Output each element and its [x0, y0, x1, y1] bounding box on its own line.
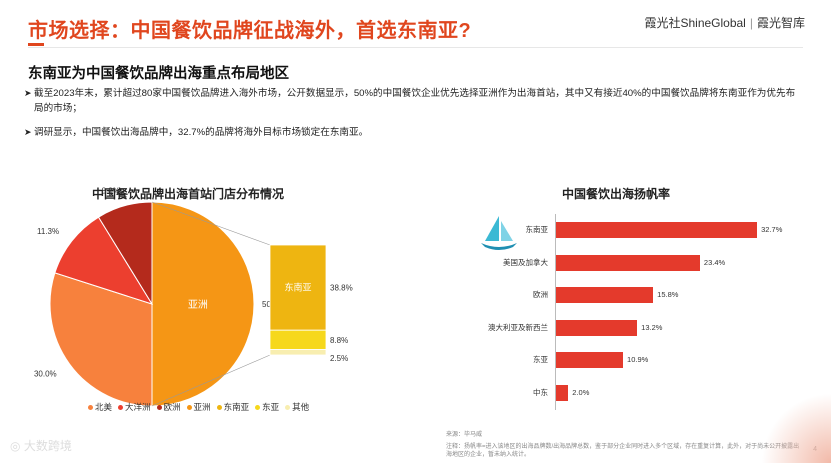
- legend-label: 东亚: [262, 402, 280, 412]
- pie-value-label: 30.0%: [34, 370, 57, 379]
- breakdown-connector: [151, 354, 271, 407]
- legend-item: 东亚: [255, 402, 279, 412]
- footnote: 注释：扬帆率=进入该地区的出海品牌数/出海品牌总数，鉴于部分企业同时进入多个区域…: [446, 444, 800, 458]
- bar-value-label: 10.9%: [627, 355, 649, 364]
- brand-name: 霞光社ShineGlobal: [644, 16, 746, 30]
- pie-slice-北美: [49, 272, 153, 407]
- bar: [556, 287, 654, 303]
- bar-category-label: 中东: [533, 387, 548, 397]
- legend-item: 欧洲: [156, 402, 181, 412]
- watermark: ◎ 大数跨境: [10, 439, 72, 453]
- title-accent-bar: [28, 43, 44, 46]
- bar-category-label: 美国及加拿大: [503, 257, 548, 267]
- legend-swatch: [255, 405, 261, 411]
- legend-swatch: [156, 405, 162, 411]
- bar: [556, 254, 700, 271]
- legend-swatch: [118, 405, 124, 411]
- bar-value-label: 13.2%: [641, 322, 663, 332]
- corner-decoration: [761, 393, 831, 463]
- bar: [556, 222, 758, 238]
- breakdown-value-label: 8.8%: [330, 336, 348, 345]
- legend-swatch: [88, 405, 93, 411]
- watermark-logo-icon: ◎: [10, 439, 24, 453]
- brand-separator: |: [749, 16, 753, 30]
- bar-value-label: 32.7%: [761, 225, 783, 234]
- bar-value-label: 2.0%: [572, 387, 590, 397]
- sailboat-icon: [481, 216, 517, 250]
- breakdown-inner-label: 东南亚: [284, 282, 311, 293]
- breakdown-segment-其他: [269, 349, 327, 356]
- bar: [556, 319, 638, 336]
- pie-inner-label: 亚洲: [188, 299, 208, 311]
- legend-label: 亚洲: [193, 402, 211, 412]
- bar-category-label: 澳大利亚及新西兰: [488, 322, 548, 332]
- brand-logo: 霞光社ShineGlobal | 霞光智库: [644, 14, 805, 31]
- bullet-item: ➤ 调研显示，中国餐饮出海品牌中，32.7%的品牌将海外目标市场锁定在东南亚。: [24, 127, 369, 138]
- legend-label: 东南亚: [223, 402, 250, 412]
- legend-item: 东南亚: [216, 402, 250, 412]
- bar: [556, 384, 569, 401]
- section-subtitle: 东南亚为中国餐饮品牌出海重点布局地区: [28, 66, 289, 82]
- legend-swatch: [216, 405, 222, 411]
- legend-swatch: [186, 405, 192, 411]
- page-title: 市场选择：中国餐饮品牌征战海外，首选东南亚?: [28, 20, 472, 42]
- legend-label: 欧洲: [163, 402, 181, 412]
- legend-label: 大洋洲: [125, 402, 151, 412]
- legend-item: 亚洲: [186, 402, 211, 412]
- pie-legend: 北美 大洋洲 欧洲 亚洲 东南亚 东亚 其他: [88, 401, 315, 413]
- pie-slice-欧洲: [97, 201, 153, 306]
- bar-chart-title: 中国餐饮出海扬帆率: [562, 187, 671, 201]
- legend-label: 北美: [95, 402, 113, 412]
- breakdown-connector: [151, 201, 271, 246]
- legend-item: 其他: [285, 402, 309, 412]
- bar-value-label: 23.4%: [703, 257, 726, 267]
- legend-item: 大洋洲: [118, 402, 151, 412]
- source-note: 来源：毕马威: [446, 432, 483, 438]
- breakdown-segment-东亚: [269, 329, 327, 350]
- pie-chart-title: 中国餐饮品牌出海首站门店分布情况: [92, 187, 285, 201]
- legend-item: 北美: [88, 402, 112, 412]
- bar-axis: [555, 214, 556, 410]
- legend-label: 其他: [292, 402, 310, 412]
- bar: [556, 352, 624, 368]
- bar-category-label: 欧洲: [533, 290, 548, 299]
- bullet-arrow-icon: ➤: [24, 127, 32, 137]
- pie-value-label: 8.8%: [102, 186, 120, 195]
- bullet-arrow-icon: ➤: [24, 88, 32, 98]
- pie-slice-大洋洲: [54, 216, 154, 305]
- legend-swatch: [285, 405, 291, 411]
- bar-value-label: 15.8%: [657, 290, 679, 299]
- title-divider: [28, 47, 803, 48]
- breakdown-segment-东南亚: [269, 244, 327, 331]
- breakdown-value-label: 38.8%: [330, 284, 353, 293]
- bar-category-label: 东南亚: [525, 225, 549, 234]
- bullet-item: ➤ 截至2023年末，累计超过80家中国餐饮品牌进入海外市场，公开数据显示，50…: [24, 88, 796, 114]
- bar-category-label: 东亚: [533, 355, 548, 364]
- breakdown-value-label: 2.5%: [330, 354, 348, 363]
- brand-sub: 霞光智库: [756, 16, 805, 30]
- pie-slice-亚洲: [151, 201, 255, 407]
- pie-value-label: 11.3%: [37, 227, 59, 236]
